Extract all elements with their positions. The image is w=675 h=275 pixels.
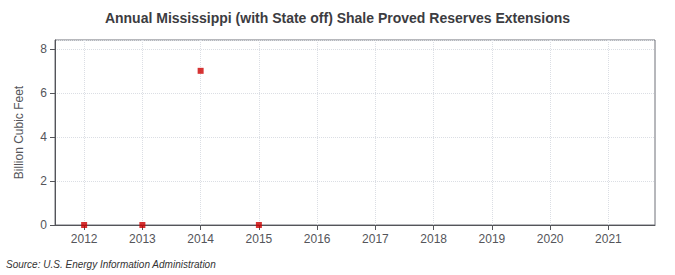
svg-text:2: 2 xyxy=(40,174,47,188)
svg-text:0: 0 xyxy=(40,218,47,232)
svg-text:2013: 2013 xyxy=(129,232,156,246)
svg-text:2014: 2014 xyxy=(187,232,214,246)
svg-text:4: 4 xyxy=(40,130,47,144)
svg-text:2020: 2020 xyxy=(537,232,564,246)
svg-text:2019: 2019 xyxy=(479,232,506,246)
svg-text:2021: 2021 xyxy=(595,232,622,246)
svg-text:2015: 2015 xyxy=(246,232,273,246)
svg-text:2018: 2018 xyxy=(420,232,447,246)
svg-text:6: 6 xyxy=(40,86,47,100)
svg-text:2016: 2016 xyxy=(304,232,331,246)
svg-text:8: 8 xyxy=(40,42,47,56)
svg-text:Source: U.S. Energy Informatio: Source: U.S. Energy Information Administ… xyxy=(6,259,216,270)
svg-text:Annual Mississippi (with State: Annual Mississippi (with State off) Shal… xyxy=(105,10,570,26)
svg-text:2012: 2012 xyxy=(71,232,98,246)
svg-text:2017: 2017 xyxy=(362,232,389,246)
svg-text:Billion Cubic Feet: Billion Cubic Feet xyxy=(12,85,26,179)
